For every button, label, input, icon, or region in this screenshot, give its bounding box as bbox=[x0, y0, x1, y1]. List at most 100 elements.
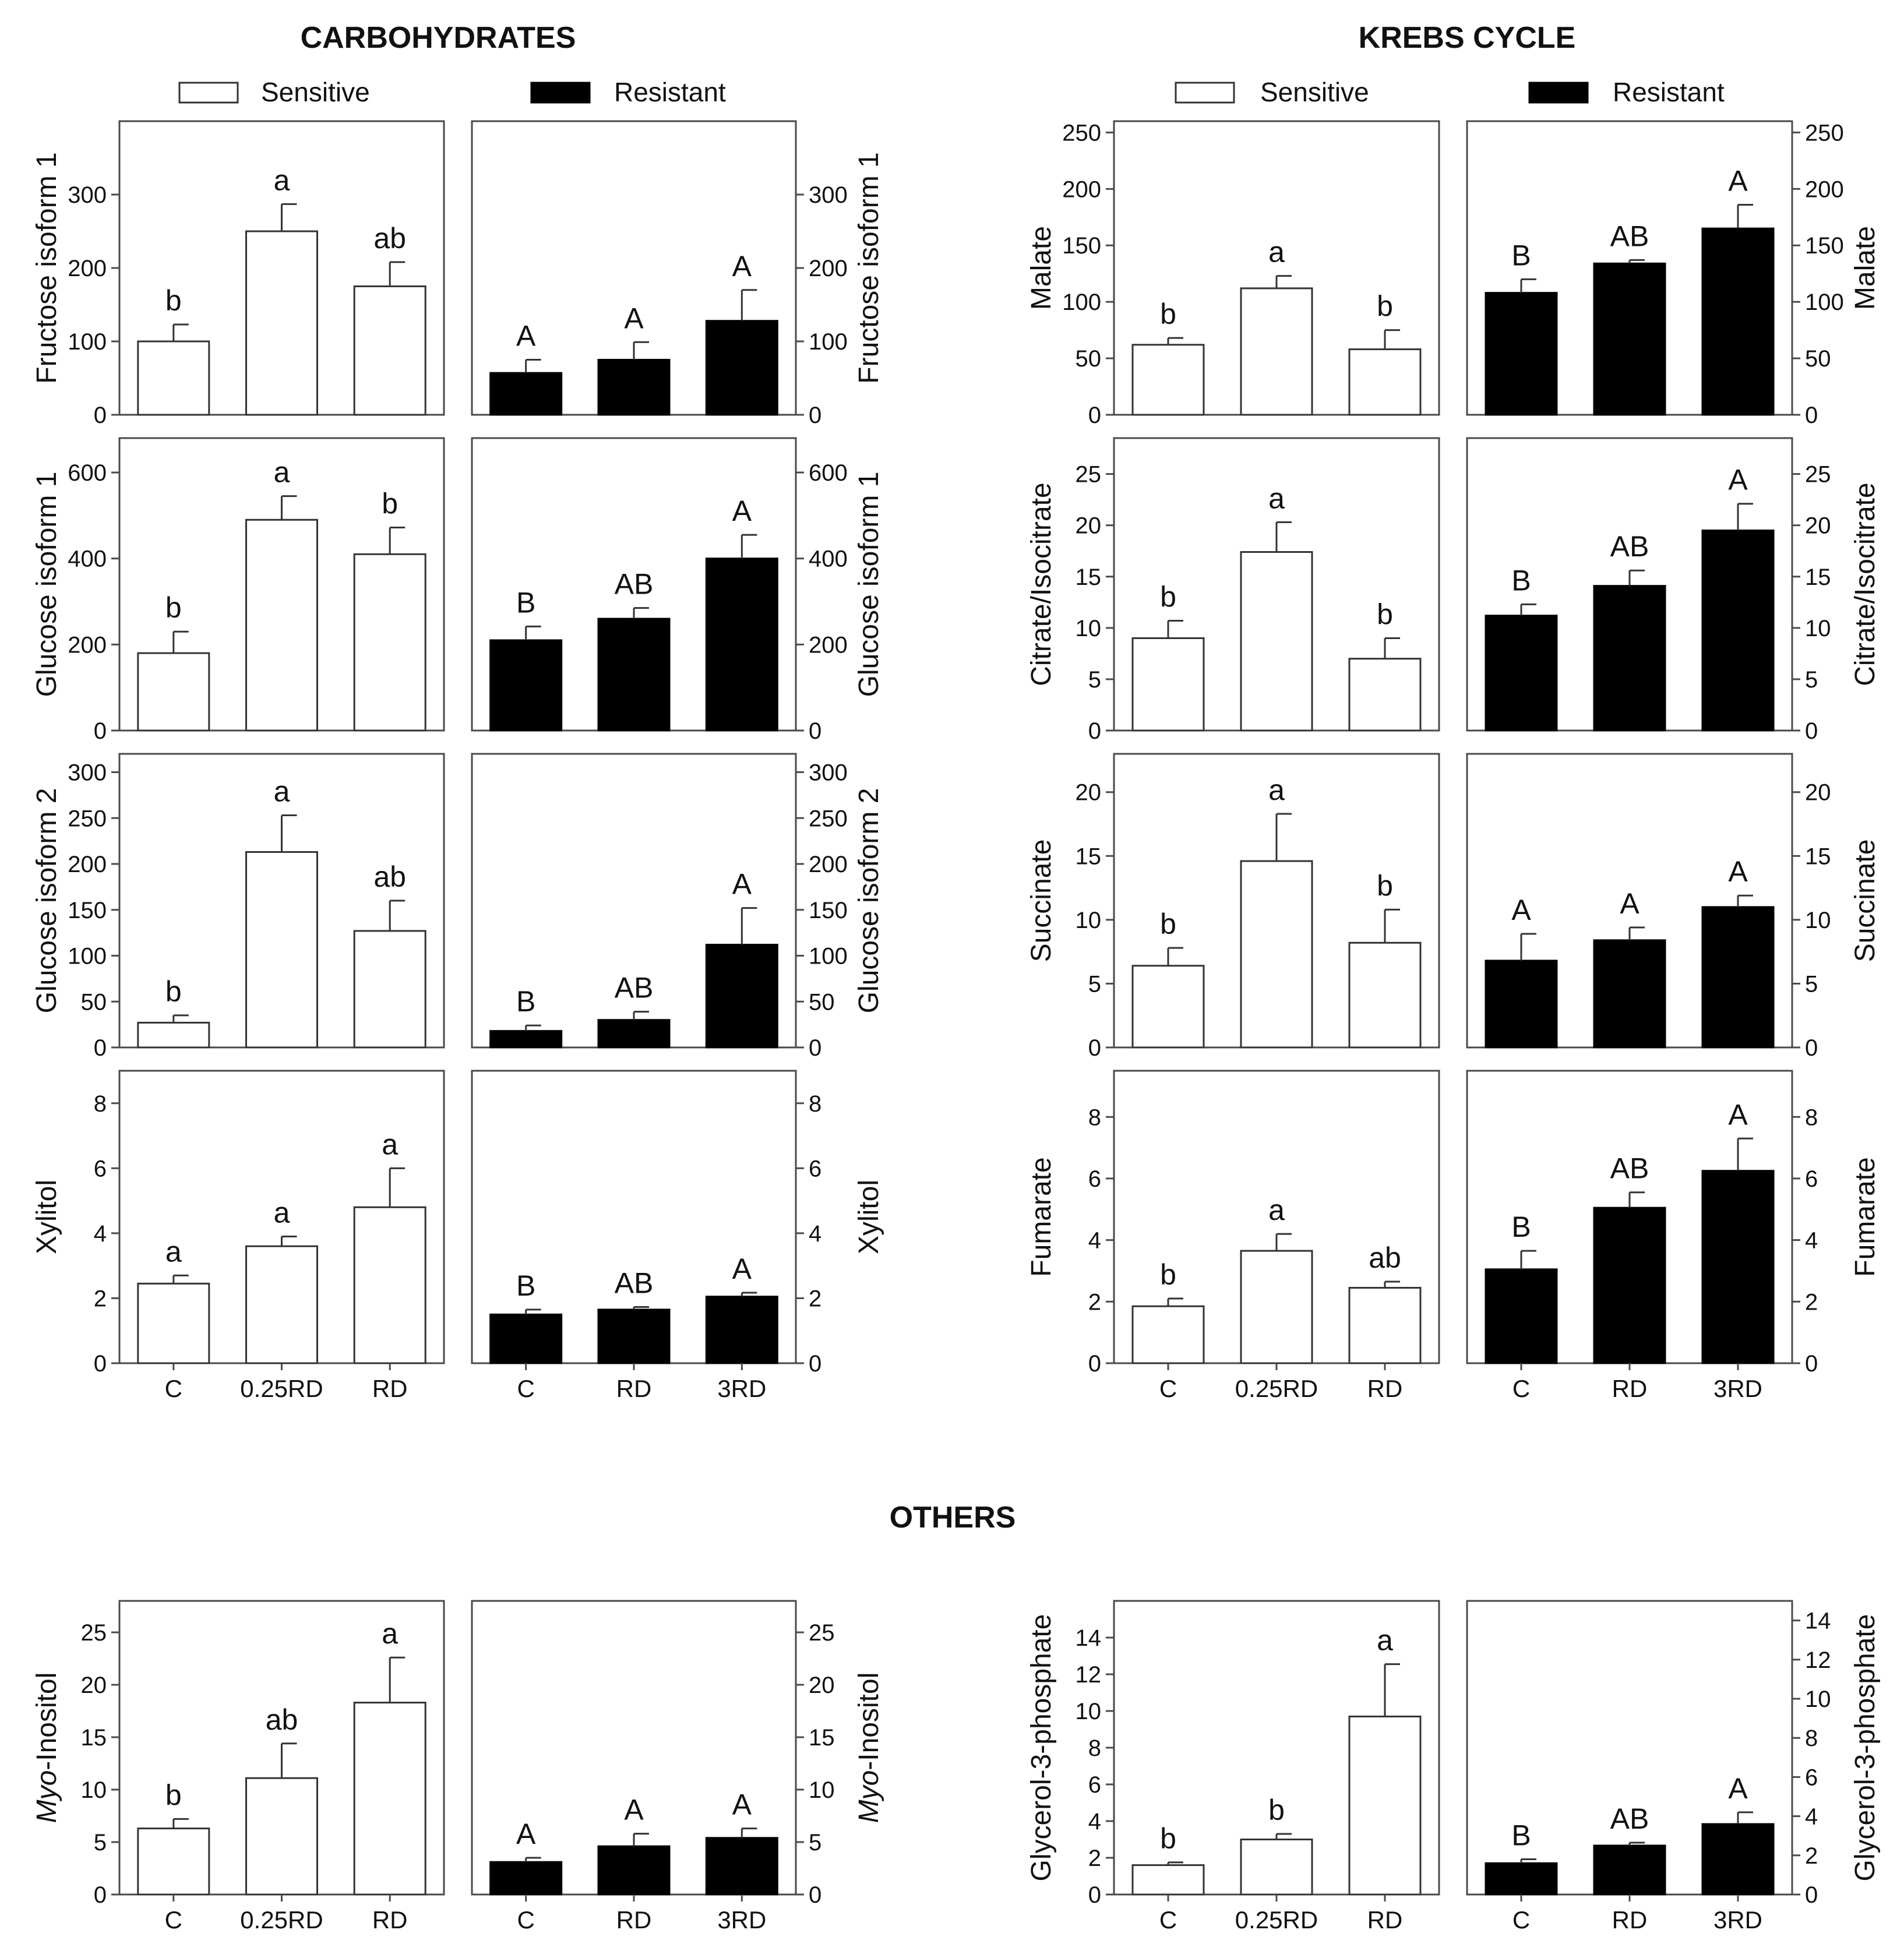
bar-glucose-isoform-1-resistant-3rd bbox=[705, 558, 778, 732]
significance-letter: a bbox=[165, 1235, 182, 1268]
x-tick-label: C bbox=[165, 1375, 182, 1402]
bar-glycerol-3-phosphate-sensitive-c bbox=[1131, 1864, 1205, 1896]
chart-citrate-isocitrate: 0 5 10 15 20 25 b a b Citrate/Isocitrate 0 5 10 15 20 2… bbox=[1026, 437, 1881, 744]
significance-letter: a bbox=[274, 456, 290, 489]
panel-citrate-isocitrate-sensitive: 0 5 10 15 20 25 b a b Citrate/Isocitrate bbox=[1026, 437, 1440, 744]
y-axis-label: Malate bbox=[1026, 226, 1057, 310]
bar-succinate-resistant-rd bbox=[1593, 939, 1666, 1049]
legend-sensitive-swatch-left bbox=[178, 82, 239, 104]
significance-letter: a bbox=[274, 1196, 290, 1229]
y-tick-label: 0 bbox=[94, 1351, 107, 1377]
y-tick-label: 15 bbox=[1805, 565, 1831, 590]
y-tick-label: 50 bbox=[81, 989, 107, 1015]
y-tick-label: 200 bbox=[809, 852, 848, 877]
x-tick-label: RD bbox=[372, 1906, 408, 1934]
y-axis-label: Succinate bbox=[1026, 839, 1057, 962]
y-tick-label: 25 bbox=[809, 1620, 835, 1646]
bar-citrate-isocitrate-sensitive-rd bbox=[1348, 658, 1422, 732]
significance-letter: b bbox=[1377, 290, 1393, 323]
legend-sensitive-label-left: Sensitive bbox=[261, 77, 370, 107]
significance-letter: A bbox=[732, 1253, 752, 1285]
y-tick-label: 150 bbox=[809, 898, 848, 923]
y-tick-label: 25 bbox=[81, 1620, 107, 1646]
y-tick-label: 5 bbox=[1805, 971, 1818, 997]
y-axis-label: Citrate/Isocitrate bbox=[1026, 482, 1057, 686]
bar-myo-inositol-sensitive-c bbox=[137, 1828, 210, 1896]
bar-fumarate-resistant-3rd bbox=[1701, 1170, 1775, 1364]
legend-right: Sensitive Resistant bbox=[1175, 77, 1725, 107]
bar-fructose-isoform-1-sensitive-rd bbox=[353, 285, 426, 416]
panel-fructose-isoform-1-resistant: 0 100 200 300 A A A Fructose isoform 1 bbox=[471, 120, 884, 428]
significance-letter: A bbox=[732, 868, 752, 901]
y-tick-label: 300 bbox=[68, 760, 107, 786]
y-tick-label: 20 bbox=[809, 1673, 835, 1698]
y-tick-label: 15 bbox=[1805, 844, 1831, 869]
significance-letter: A bbox=[1728, 1772, 1748, 1805]
bar-fumarate-resistant-rd bbox=[1593, 1206, 1666, 1364]
bar-glucose-isoform-1-sensitive-rd bbox=[353, 553, 426, 732]
chart-fumarate: 0 2 4 6 8 b Ca 0.25RD ab RD Fumarate 0 2 4 6 8 B C AB RD A 3R… bbox=[1026, 1070, 1881, 1402]
y-axis-label: Xylitol bbox=[854, 1180, 884, 1254]
chart-fructose-isoform-1: 0 100 200 300 b a ab Fructose isoform 1 0 100 200 3… bbox=[31, 120, 884, 428]
x-tick-label: C bbox=[1512, 1375, 1530, 1402]
y-tick-label: 200 bbox=[1062, 177, 1101, 202]
y-tick-label: 100 bbox=[68, 329, 107, 355]
y-tick-label: 0 bbox=[1088, 1035, 1101, 1061]
panel-glycerol-3-phosphate-sensitive: 0 2 4 6 8 10 12 14 b Cb 0.25RD a RD Glycerol-3-phosph… bbox=[1026, 1600, 1440, 1934]
x-tick-label: 0.25RD bbox=[240, 1906, 323, 1934]
panel-myo-inositol-sensitive: 0 5 10 15 20 25 b Cab 0.25RD a RD Myo-Inositol bbox=[31, 1600, 445, 1934]
significance-letter: b bbox=[382, 488, 398, 520]
x-tick-label: RD bbox=[616, 1906, 652, 1934]
y-tick-label: 25 bbox=[1076, 462, 1102, 488]
bar-xylitol-sensitive-0-25rd bbox=[245, 1245, 318, 1364]
significance-letter: B bbox=[1511, 239, 1531, 271]
y-tick-label: 0 bbox=[1805, 718, 1818, 744]
y-tick-label: 100 bbox=[1062, 290, 1101, 315]
carbohydrates-title: CARBOHYDRATES bbox=[301, 21, 576, 55]
x-tick-label: RD bbox=[616, 1375, 652, 1402]
y-axis-label: Glucose isoform 1 bbox=[854, 472, 884, 697]
bar-glucose-isoform-1-sensitive-0-25rd bbox=[245, 518, 318, 732]
y-tick-label: 10 bbox=[1805, 1687, 1831, 1712]
y-tick-label: 100 bbox=[809, 329, 848, 355]
x-tick-label: RD bbox=[1612, 1906, 1648, 1934]
y-tick-label: 10 bbox=[809, 1777, 835, 1803]
y-tick-label: 200 bbox=[1805, 177, 1844, 202]
panel-glucose-isoform-1-resistant: 0 200 400 600 B AB A Glucose isoform 1 bbox=[471, 437, 884, 744]
y-tick-label: 25 bbox=[1805, 462, 1831, 488]
y-tick-label: 20 bbox=[81, 1673, 107, 1698]
x-tick-label: 0.25RD bbox=[1235, 1906, 1318, 1934]
y-axis-label: Myo-Inositol bbox=[854, 1673, 884, 1823]
bar-malate-resistant-c bbox=[1485, 292, 1558, 416]
x-tick-label: 3RD bbox=[717, 1906, 766, 1934]
krebs-title: KREBS CYCLE bbox=[1359, 21, 1576, 55]
significance-letter: B bbox=[516, 586, 535, 619]
bar-fumarate-sensitive-0-25rd bbox=[1240, 1250, 1313, 1364]
bar-fumarate-sensitive-c bbox=[1131, 1305, 1205, 1364]
bar-xylitol-sensitive-c bbox=[137, 1282, 210, 1364]
y-tick-label: 0 bbox=[809, 718, 821, 744]
x-tick-label: C bbox=[517, 1906, 534, 1934]
y-tick-label: 100 bbox=[1805, 290, 1844, 315]
bar-fructose-isoform-1-resistant-rd bbox=[597, 359, 671, 416]
significance-letter: a bbox=[274, 164, 290, 196]
significance-letter: b bbox=[165, 975, 182, 1008]
y-tick-label: 10 bbox=[1805, 908, 1831, 933]
bar-xylitol-resistant-rd bbox=[597, 1308, 671, 1364]
bar-glucose-isoform-1-resistant-rd bbox=[597, 618, 671, 732]
bar-malate-sensitive-0-25rd bbox=[1240, 287, 1313, 416]
significance-letter: B bbox=[1511, 1211, 1531, 1243]
bar-glucose-isoform-2-sensitive-c bbox=[137, 1021, 210, 1049]
bar-glycerol-3-phosphate-resistant-3rd bbox=[1701, 1823, 1775, 1896]
y-tick-label: 4 bbox=[1805, 1228, 1818, 1254]
y-tick-label: 0 bbox=[809, 1351, 821, 1377]
y-tick-label: 2 bbox=[1088, 1289, 1101, 1315]
y-tick-label: 0 bbox=[1088, 718, 1101, 744]
y-tick-label: 150 bbox=[1805, 233, 1844, 259]
y-tick-label: 2 bbox=[1805, 1289, 1818, 1315]
significance-letter: A bbox=[516, 1818, 536, 1850]
y-tick-label: 250 bbox=[1062, 120, 1101, 146]
y-axis-label: Myo-Inositol bbox=[31, 1673, 62, 1823]
